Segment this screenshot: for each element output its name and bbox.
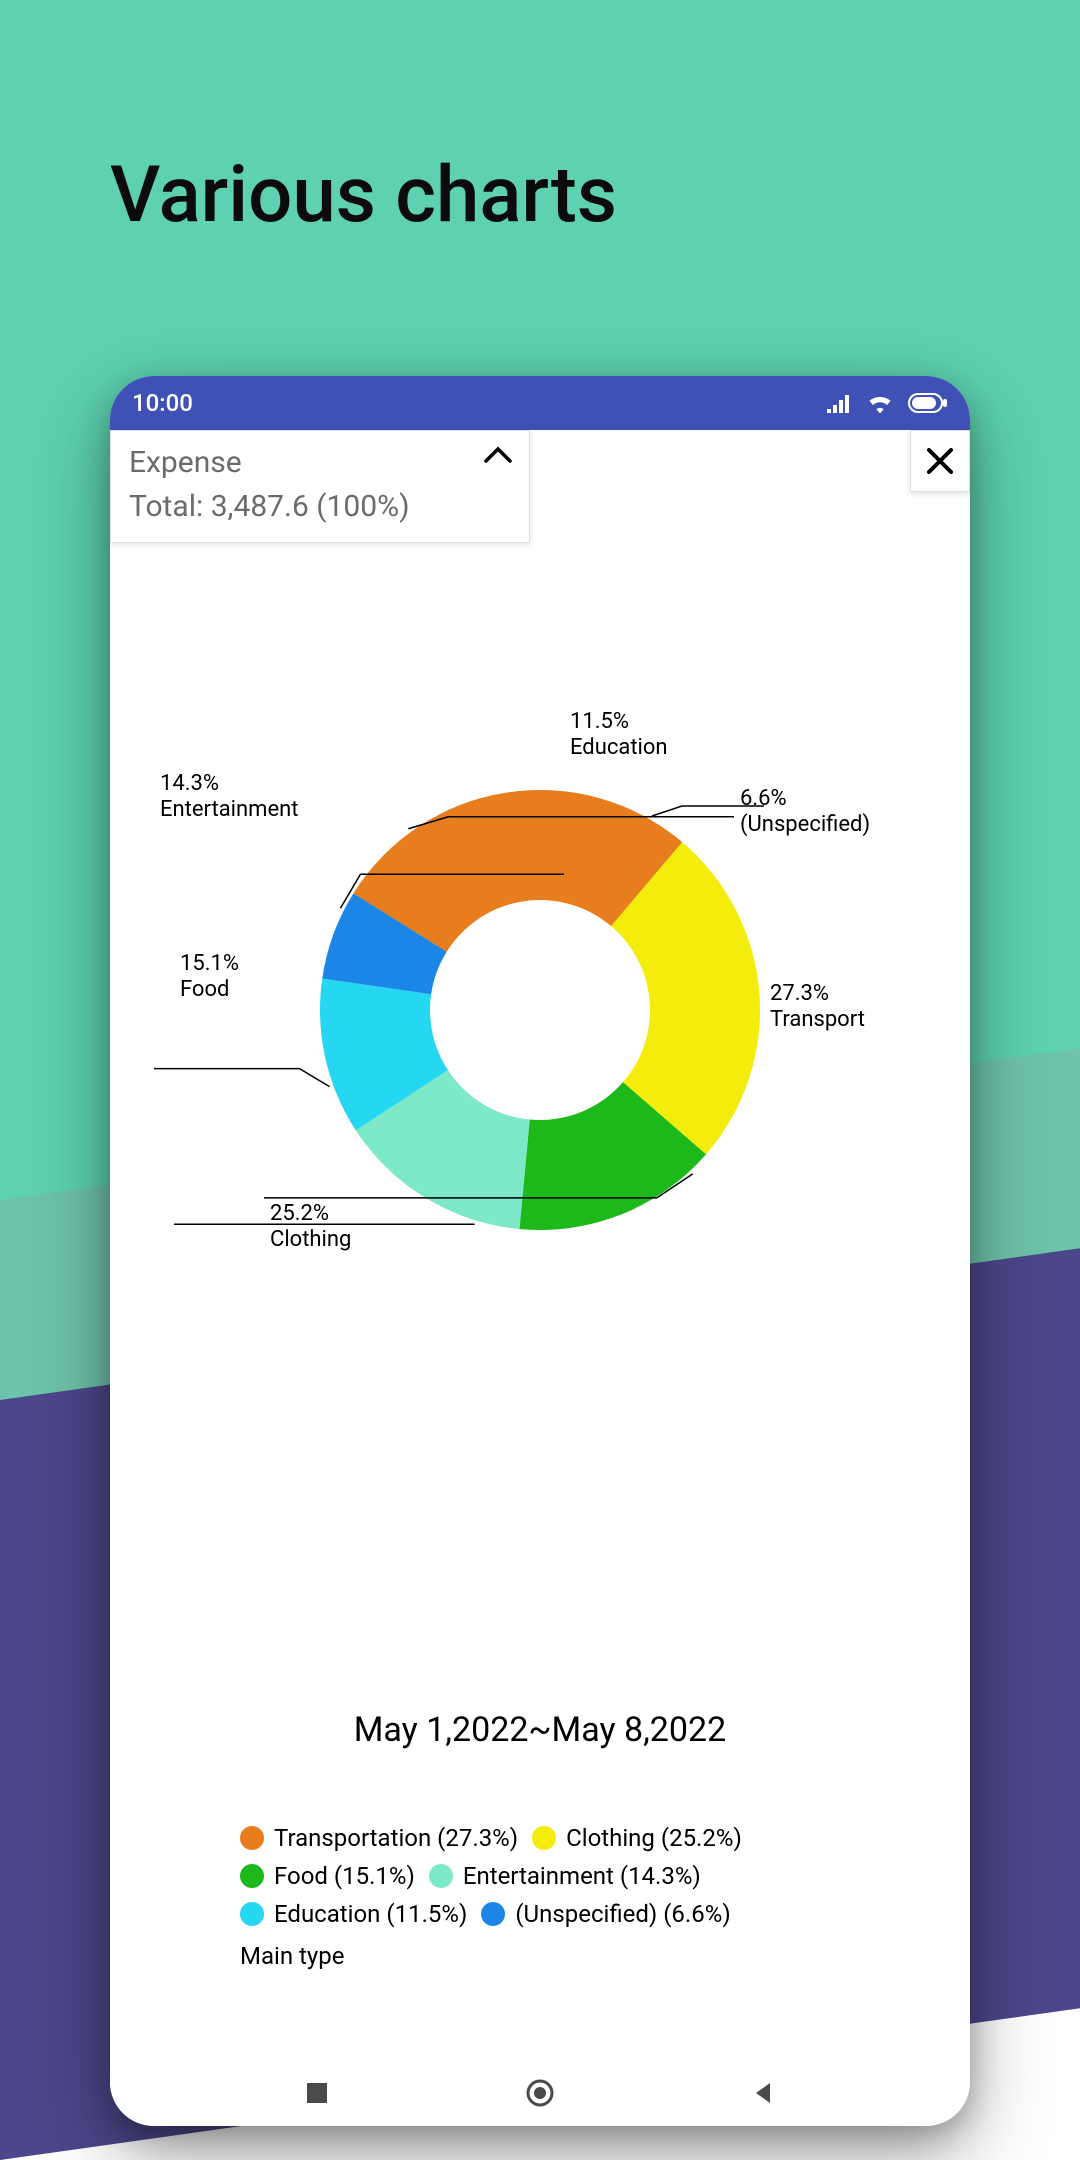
legend-item[interactable]: Transportation (27.3%) xyxy=(240,1824,518,1852)
android-nav-bar xyxy=(110,2060,970,2126)
slice-label-name: (Unspecified) xyxy=(740,812,870,837)
date-range: May 1,2022~May 8,2022 xyxy=(110,1710,970,1750)
phone-frame: 10:00 Expense Total: 3,487.6 (100%) 27.3… xyxy=(110,376,970,2126)
wifi-icon xyxy=(866,392,894,414)
battery-icon xyxy=(908,393,948,413)
donut-chart-svg: 27.3%Transport 25.2%Clothing 15.1%Food 14.3… xyxy=(150,710,930,1350)
expense-summary-card[interactable]: Expense Total: 3,487.6 (100%) xyxy=(110,430,530,543)
status-icons xyxy=(826,392,948,414)
summary-title: Expense xyxy=(129,441,410,485)
nav-recent-icon[interactable] xyxy=(304,2080,330,2106)
slice-label-percent: 6.6% xyxy=(740,786,787,811)
slice-label-name: Education xyxy=(570,735,668,760)
slice-label-name: Entertainment xyxy=(160,797,298,822)
legend-dot xyxy=(240,1864,264,1888)
slice-label-percent: 11.5% xyxy=(570,710,629,734)
slice-label-name: Transport xyxy=(770,1007,865,1032)
legend-dot xyxy=(532,1826,556,1850)
legend-label: (Unspecified) (6.6%) xyxy=(515,1900,730,1928)
slice-label-name: Food xyxy=(180,977,229,1002)
legend-dot xyxy=(240,1826,264,1850)
nav-home-icon[interactable] xyxy=(524,2077,556,2109)
signal-icon xyxy=(826,393,852,413)
legend-label: Transportation (27.3%) xyxy=(274,1824,518,1852)
legend-label: Education (11.5%) xyxy=(274,1900,467,1928)
close-button[interactable] xyxy=(910,430,970,492)
close-icon xyxy=(925,446,955,476)
legend-dot xyxy=(429,1864,453,1888)
donut-chart: 27.3%Transport 25.2%Clothing 15.1%Food 14.3… xyxy=(150,710,930,1350)
legend-label: Clothing (25.2%) xyxy=(566,1824,742,1852)
slice-label-percent: 14.3% xyxy=(160,771,219,796)
status-bar: 10:00 xyxy=(110,376,970,430)
slice-label-percent: 27.3% xyxy=(770,981,829,1006)
legend-item[interactable]: Clothing (25.2%) xyxy=(532,1824,742,1852)
legend-dot xyxy=(481,1902,505,1926)
app-screen: Expense Total: 3,487.6 (100%) 27.3%Trans… xyxy=(110,430,970,2060)
slice-label-name: Clothing xyxy=(270,1227,351,1252)
leader-line xyxy=(154,1069,330,1087)
slice-label-percent: 15.1% xyxy=(180,951,239,976)
status-time: 10:00 xyxy=(132,389,193,417)
legend-item[interactable]: Education (11.5%) xyxy=(240,1900,467,1928)
summary-total: Total: 3,487.6 (100%) xyxy=(129,485,410,529)
legend-label: Entertainment (14.3%) xyxy=(463,1862,701,1890)
legend-caption: Main type xyxy=(240,1942,910,1970)
legend-item[interactable]: Food (15.1%) xyxy=(240,1862,415,1890)
legend-item[interactable]: (Unspecified) (6.6%) xyxy=(481,1900,730,1928)
nav-back-icon[interactable] xyxy=(750,2080,776,2106)
page-title: Various charts xyxy=(110,150,617,241)
legend-item[interactable]: Entertainment (14.3%) xyxy=(429,1862,701,1890)
chevron-up-icon[interactable] xyxy=(483,439,513,528)
legend-label: Food (15.1%) xyxy=(274,1862,415,1890)
slice-label-percent: 25.2% xyxy=(270,1201,329,1226)
legend-dot xyxy=(240,1902,264,1926)
chart-legend: Transportation (27.3%) Clothing (25.2%) Fo… xyxy=(240,1824,910,1970)
